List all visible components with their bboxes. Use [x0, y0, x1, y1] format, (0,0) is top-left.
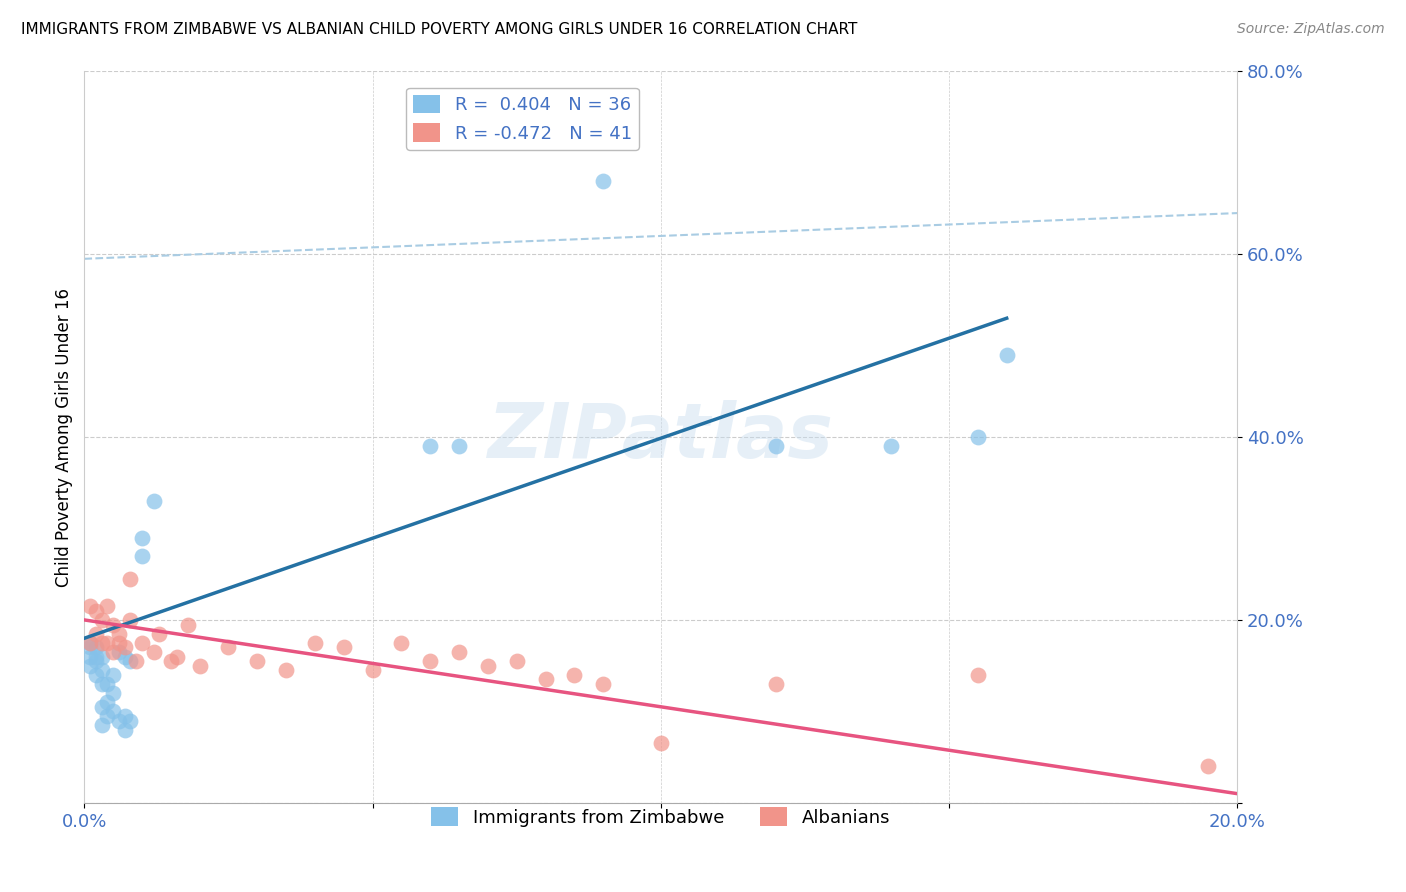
Point: [84, 667, 107, 681]
Point: [449, 645, 471, 659]
Point: [131, 531, 153, 545]
Point: [90, 663, 112, 677]
Point: [880, 439, 903, 453]
Point: [166, 649, 188, 664]
Point: [131, 549, 153, 563]
Point: [103, 645, 124, 659]
Text: Source: ZipAtlas.com: Source: ZipAtlas.com: [1237, 22, 1385, 37]
Point: [108, 645, 131, 659]
Point: [108, 626, 131, 640]
Point: [534, 673, 557, 687]
Point: [967, 667, 990, 681]
Point: [333, 640, 356, 655]
Point: [103, 705, 124, 719]
Point: [304, 636, 326, 650]
Point: [114, 640, 136, 655]
Point: [967, 430, 990, 444]
Point: [90, 718, 112, 732]
Point: [449, 439, 471, 453]
Point: [90, 649, 112, 664]
Point: [160, 654, 183, 668]
Point: [114, 709, 136, 723]
Point: [84, 649, 107, 664]
Point: [96, 677, 118, 691]
Point: [477, 658, 499, 673]
Point: [79, 649, 101, 664]
Point: [84, 654, 107, 668]
Point: [564, 667, 586, 681]
Point: [148, 626, 170, 640]
Point: [188, 658, 211, 673]
Point: [142, 494, 165, 508]
Point: [765, 439, 787, 453]
Point: [96, 599, 118, 614]
Point: [90, 699, 112, 714]
Point: [108, 714, 131, 728]
Point: [177, 617, 200, 632]
Point: [419, 439, 441, 453]
Point: [79, 636, 101, 650]
Point: [96, 709, 118, 723]
Point: [79, 599, 101, 614]
Point: [361, 663, 384, 677]
Point: [995, 348, 1018, 362]
Point: [84, 626, 107, 640]
Point: [79, 658, 101, 673]
Point: [765, 677, 787, 691]
Y-axis label: Child Poverty Among Girls Under 16: Child Poverty Among Girls Under 16: [55, 287, 73, 587]
Point: [108, 636, 131, 650]
Point: [131, 636, 153, 650]
Point: [1198, 759, 1220, 773]
Point: [114, 649, 136, 664]
Point: [120, 654, 142, 668]
Point: [125, 654, 148, 668]
Point: [276, 663, 298, 677]
Point: [246, 654, 269, 668]
Point: [90, 677, 112, 691]
Point: [103, 667, 124, 681]
Point: [103, 686, 124, 700]
Point: [84, 604, 107, 618]
Point: [120, 613, 142, 627]
Point: [96, 636, 118, 650]
Point: [84, 640, 107, 655]
Point: [419, 654, 441, 668]
Point: [114, 723, 136, 737]
Point: [103, 617, 124, 632]
Point: [96, 695, 118, 709]
Point: [391, 636, 413, 650]
Point: [592, 677, 614, 691]
Point: [120, 572, 142, 586]
Point: [79, 640, 101, 655]
Point: [90, 613, 112, 627]
Point: [79, 636, 101, 650]
Point: [120, 714, 142, 728]
Legend: Immigrants from Zimbabwe, Albanians: Immigrants from Zimbabwe, Albanians: [425, 800, 897, 834]
Point: [218, 640, 240, 655]
Text: ZIPatlas: ZIPatlas: [488, 401, 834, 474]
Text: IMMIGRANTS FROM ZIMBABWE VS ALBANIAN CHILD POVERTY AMONG GIRLS UNDER 16 CORRELAT: IMMIGRANTS FROM ZIMBABWE VS ALBANIAN CHI…: [21, 22, 858, 37]
Point: [506, 654, 529, 668]
Point: [650, 736, 672, 750]
Point: [142, 645, 165, 659]
Point: [90, 636, 112, 650]
Point: [592, 174, 614, 188]
